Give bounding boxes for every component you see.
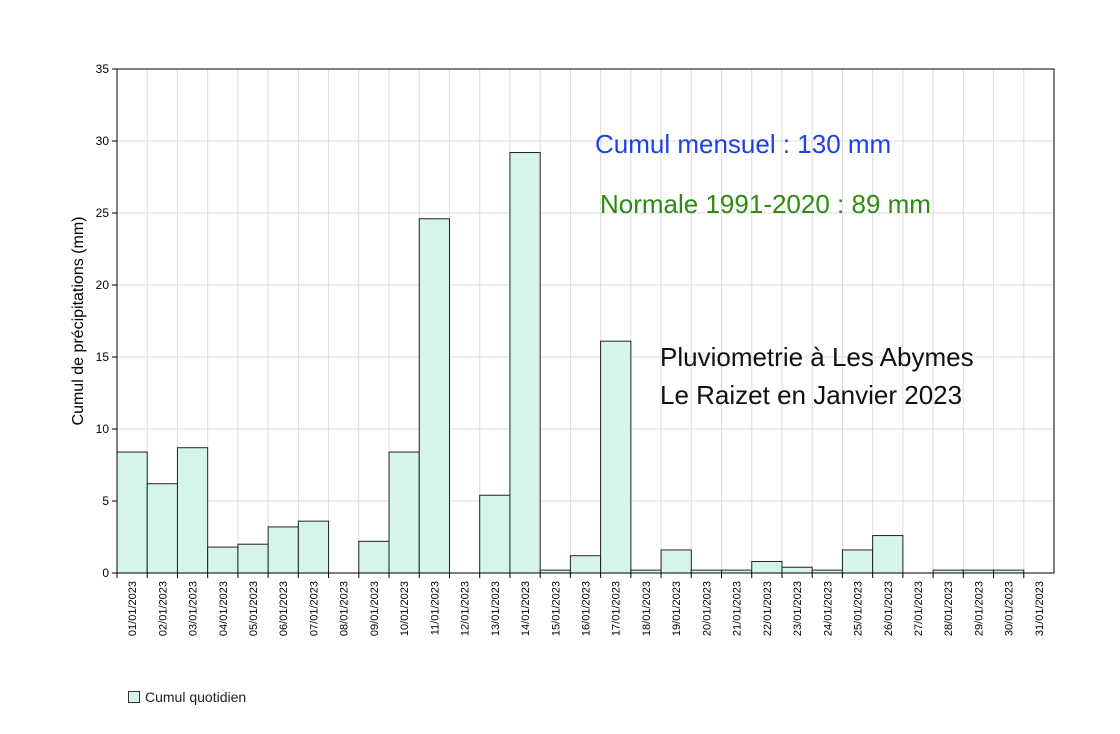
x-tick-label: 29/01/2023 <box>973 581 985 636</box>
bar <box>207 546 239 574</box>
x-tick-label: 09/01/2023 <box>369 581 381 636</box>
bar <box>479 494 511 574</box>
x-tick-label: 16/01/2023 <box>581 581 593 636</box>
x-tick-label: 19/01/2023 <box>671 581 683 636</box>
x-tick-label: 25/01/2023 <box>853 581 865 636</box>
y-tick-label: 25 <box>96 206 110 220</box>
x-tick-label: 08/01/2023 <box>339 581 351 636</box>
x-tick-label: 07/01/2023 <box>308 581 320 636</box>
y-tick-label: 0 <box>102 566 109 580</box>
y-tick-label: 15 <box>96 350 110 364</box>
x-tick-label: 31/01/2023 <box>1034 581 1046 636</box>
bar <box>116 451 148 574</box>
plot-frame <box>116 68 1055 574</box>
x-tick-label: 24/01/2023 <box>822 581 834 636</box>
x-tick-label: 15/01/2023 <box>550 581 562 636</box>
monthly-total-annotation: Cumul mensuel : 130 mm <box>595 129 891 159</box>
station-title-line2: Le Raizet en Janvier 2023 <box>660 380 962 410</box>
bar <box>751 560 783 574</box>
y-tick-label: 30 <box>96 134 110 148</box>
y-axis-ticks: 0 5 10 15 20 25 30 35 <box>96 62 117 580</box>
x-tick-label: 02/01/2023 <box>157 581 169 636</box>
x-tick-label: 06/01/2023 <box>278 581 290 636</box>
y-tick-label: 35 <box>96 62 110 76</box>
bar <box>237 543 269 574</box>
x-axis-ticks: 01/01/2023 02/01/2023 03/01/2023 04/01/2023… <box>116 573 1046 636</box>
bar <box>781 566 813 574</box>
x-tick-label: 05/01/2023 <box>248 581 260 636</box>
x-tick-label: 20/01/2023 <box>701 581 713 636</box>
y-axis-label: Cumul de précipitations (mm) <box>70 217 87 426</box>
y-tick-label: 20 <box>96 278 110 292</box>
y-tick-label: 10 <box>96 422 110 436</box>
bar <box>418 218 450 574</box>
x-tick-label: 14/01/2023 <box>520 581 532 636</box>
bar <box>841 549 874 574</box>
x-tick-label: 23/01/2023 <box>792 581 804 636</box>
bar <box>358 540 390 574</box>
x-tick-label: 28/01/2023 <box>943 581 955 636</box>
x-tick-label: 04/01/2023 <box>218 581 230 636</box>
x-tick-label: 10/01/2023 <box>399 581 411 636</box>
x-tick-label: 21/01/2023 <box>732 581 744 636</box>
x-tick-label: 26/01/2023 <box>883 581 895 636</box>
bar <box>297 520 330 574</box>
legend: Cumul quotidien <box>128 689 246 705</box>
x-tick-label: 17/01/2023 <box>611 581 623 636</box>
legend-swatch <box>128 691 140 703</box>
station-title-line1: Pluviometrie à Les Abymes <box>660 342 974 372</box>
x-tick-label: 03/01/2023 <box>188 581 200 636</box>
bar <box>872 535 904 574</box>
x-tick-label: 22/01/2023 <box>762 581 774 636</box>
bar <box>569 555 602 574</box>
x-tick-label: 18/01/2023 <box>641 581 653 636</box>
bar <box>388 451 420 574</box>
bar <box>660 549 692 574</box>
bar <box>176 447 209 574</box>
x-tick-label: 01/01/2023 <box>127 581 139 636</box>
bar <box>600 340 632 574</box>
x-tick-label: 30/01/2023 <box>1004 581 1016 636</box>
bar <box>509 152 541 574</box>
normal-annotation: Normale 1991-2020 : 89 mm <box>600 189 931 219</box>
bar <box>146 483 178 574</box>
bar <box>267 526 299 574</box>
x-tick-label: 13/01/2023 <box>490 581 502 636</box>
grid <box>117 68 1054 574</box>
x-tick-label: 27/01/2023 <box>913 581 925 636</box>
y-tick-label: 5 <box>102 494 109 508</box>
legend-label: Cumul quotidien <box>145 689 247 705</box>
x-tick-label: 11/01/2023 <box>429 581 441 635</box>
x-tick-label: 12/01/2023 <box>460 581 472 636</box>
bars <box>116 152 1025 574</box>
